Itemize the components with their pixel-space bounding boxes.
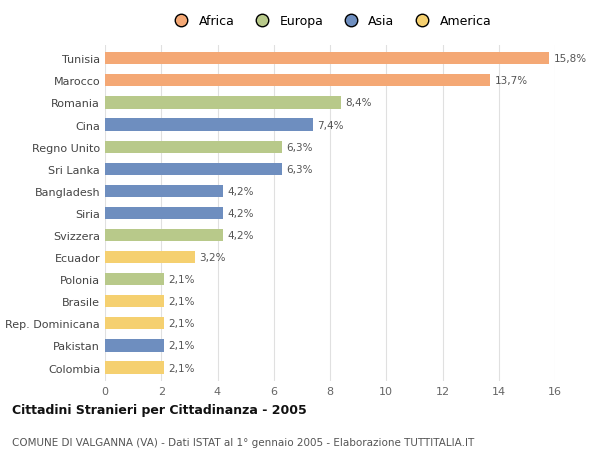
Bar: [105, 340, 164, 352]
Text: 6,3%: 6,3%: [286, 164, 313, 174]
Text: 6,3%: 6,3%: [286, 142, 313, 152]
Legend: Africa, Europa, Asia, America: Africa, Europa, Asia, America: [164, 10, 496, 33]
Bar: [105, 119, 313, 131]
Text: 4,2%: 4,2%: [227, 230, 254, 241]
Text: 2,1%: 2,1%: [168, 341, 195, 351]
Text: 4,2%: 4,2%: [227, 208, 254, 218]
Bar: [105, 230, 223, 241]
Text: 4,2%: 4,2%: [227, 186, 254, 196]
Bar: [105, 252, 195, 263]
Bar: [105, 97, 341, 109]
Bar: [105, 207, 223, 219]
Bar: [105, 296, 164, 308]
Text: 8,4%: 8,4%: [346, 98, 372, 108]
Bar: [105, 185, 223, 197]
Text: 2,1%: 2,1%: [168, 274, 195, 285]
Bar: [105, 163, 282, 175]
Text: 2,1%: 2,1%: [168, 297, 195, 307]
Bar: [105, 362, 164, 374]
Bar: [105, 75, 490, 87]
Bar: [105, 141, 282, 153]
Text: 3,2%: 3,2%: [199, 252, 226, 263]
Text: 7,4%: 7,4%: [317, 120, 344, 130]
Text: 2,1%: 2,1%: [168, 363, 195, 373]
Text: 15,8%: 15,8%: [554, 54, 587, 64]
Bar: [105, 274, 164, 285]
Text: 13,7%: 13,7%: [494, 76, 527, 86]
Bar: [105, 53, 550, 65]
Bar: [105, 318, 164, 330]
Text: COMUNE DI VALGANNA (VA) - Dati ISTAT al 1° gennaio 2005 - Elaborazione TUTTITALI: COMUNE DI VALGANNA (VA) - Dati ISTAT al …: [12, 437, 474, 447]
Text: Cittadini Stranieri per Cittadinanza - 2005: Cittadini Stranieri per Cittadinanza - 2…: [12, 403, 307, 416]
Text: 2,1%: 2,1%: [168, 319, 195, 329]
